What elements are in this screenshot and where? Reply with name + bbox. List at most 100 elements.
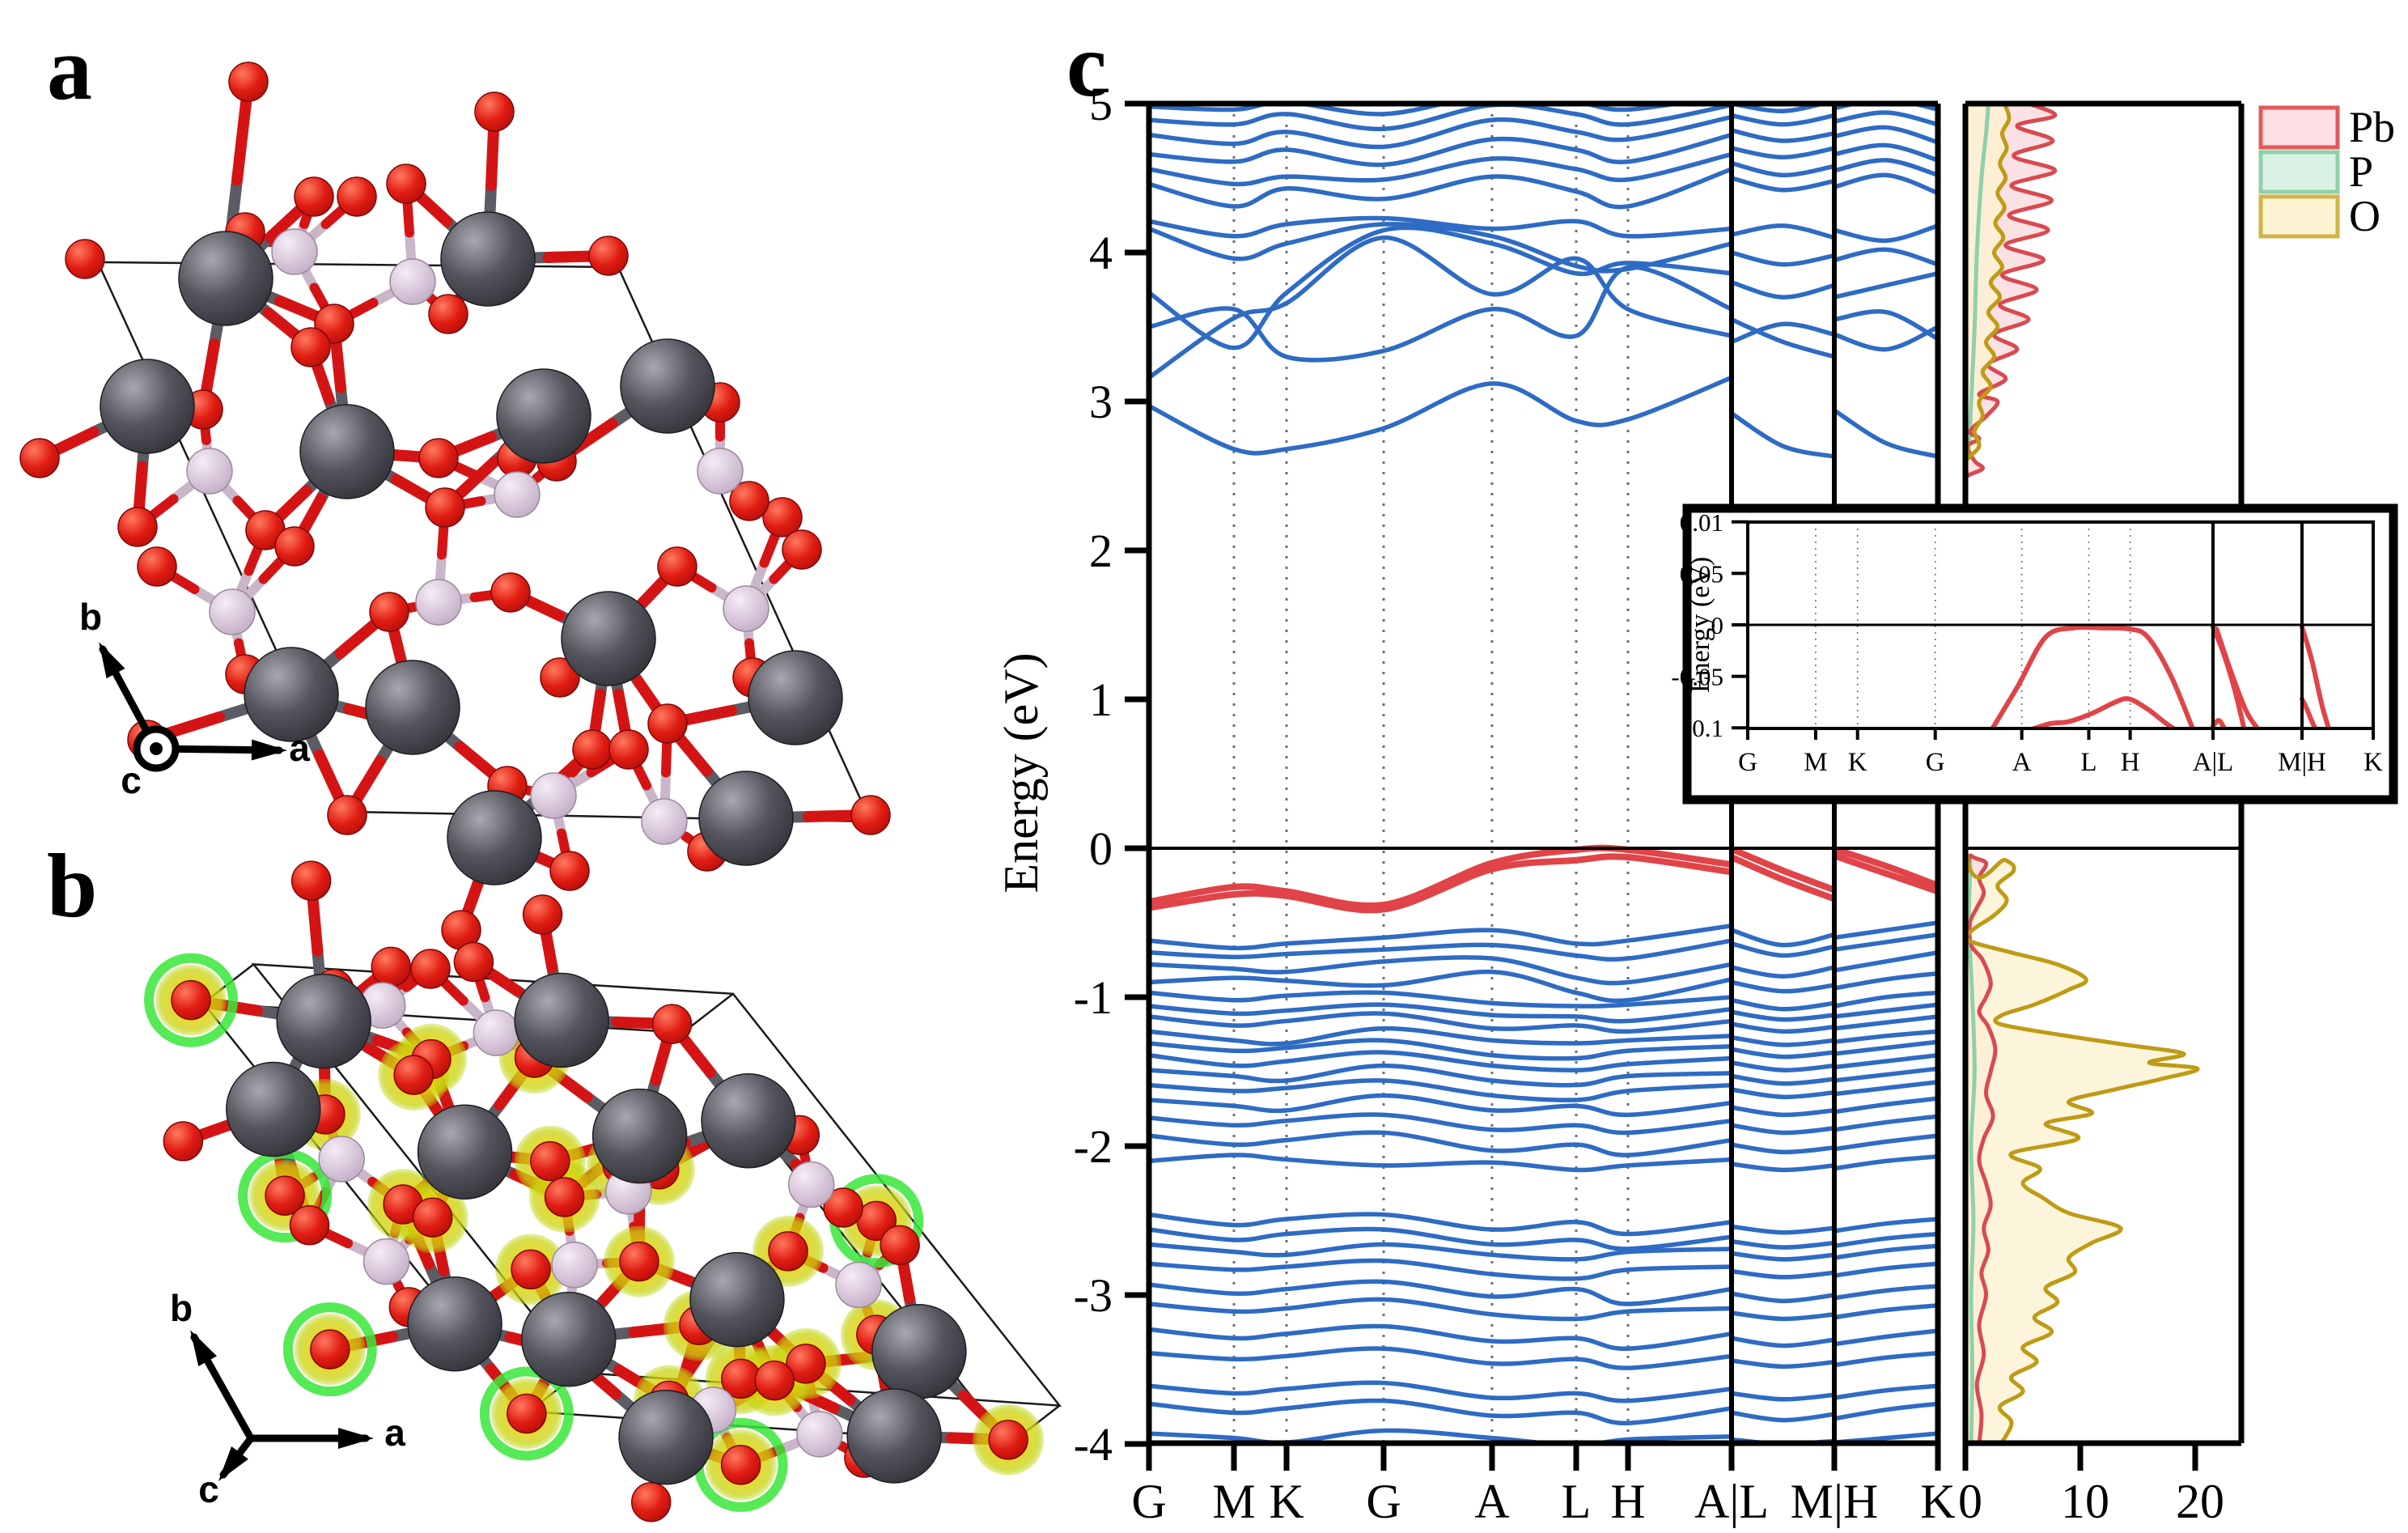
band-line — [1732, 1358, 1834, 1370]
oxygen-atom — [880, 1225, 920, 1266]
oxygen-atom — [474, 91, 515, 132]
oxygen-atom — [782, 529, 822, 570]
oxygen-atom — [453, 941, 494, 983]
oxygen-atom — [228, 62, 269, 102]
dostick-label: 0 — [1958, 1475, 1982, 1528]
oxygen-atom — [428, 294, 468, 334]
band-line — [1149, 1428, 1732, 1443]
band-line — [1834, 158, 1938, 178]
oxygen-atom — [608, 729, 649, 770]
band-line — [1149, 215, 1732, 239]
dos-curve-O — [1965, 104, 2200, 1443]
band-line — [1732, 176, 1834, 193]
band-line — [1149, 1258, 1732, 1281]
band-line — [1834, 990, 1938, 1009]
band-line — [1732, 128, 1834, 143]
oxygen-atom — [369, 592, 409, 632]
phosphorus-atom — [787, 1161, 835, 1208]
band-line — [1149, 222, 1732, 274]
ytick-label: 1 — [1089, 673, 1113, 726]
band-line — [1732, 1105, 1834, 1118]
band-line — [1732, 928, 1834, 948]
band-line — [1834, 223, 1938, 244]
band-line — [1732, 317, 1834, 359]
ytick-label: -1 — [1074, 971, 1113, 1024]
inset-energy-axis-label: Energy (eV) — [1685, 557, 1715, 693]
isosurface-green-ring — [282, 1302, 377, 1397]
oxygen-atom — [572, 729, 613, 770]
panel-a-structure: cb a — [19, 62, 891, 950]
band-line — [1732, 979, 1834, 994]
panel-label-b: b — [47, 836, 97, 936]
lead-atom — [748, 650, 843, 745]
axis-label-a: a — [289, 727, 310, 769]
ytick-label: -4 — [1074, 1418, 1113, 1471]
band-line — [1149, 167, 1732, 210]
ktick-label: K — [1269, 1475, 1304, 1528]
band-line — [1732, 1391, 1834, 1402]
band-line — [1732, 321, 1834, 345]
inset-ytick-label: 0 — [1711, 611, 1724, 639]
lead-atom — [178, 231, 273, 326]
band-line — [1834, 1096, 1938, 1115]
ytick-label: -3 — [1074, 1269, 1113, 1322]
lead-atom — [496, 368, 591, 464]
band-line — [1149, 225, 1732, 350]
band-line — [1149, 1063, 1732, 1088]
lead-atom — [561, 591, 656, 686]
ktick-label: A — [1474, 1475, 1509, 1528]
axis-label-b: b — [170, 1287, 193, 1329]
band-line — [1149, 923, 1732, 951]
band-line — [1149, 853, 1732, 914]
oxygen-atom — [290, 860, 332, 901]
band-line — [1149, 375, 1732, 456]
band-line — [1149, 1002, 1732, 1024]
lead-atom — [701, 1072, 796, 1169]
ytick-label: 0 — [1089, 822, 1113, 875]
phosphorus-atom — [318, 1136, 365, 1183]
oxygen-atom — [410, 949, 451, 989]
phosphorus-atom — [723, 585, 769, 632]
oxygen-atom — [327, 795, 367, 835]
legend-swatch-O — [2258, 194, 2340, 239]
lead-atom — [689, 1251, 785, 1348]
oxygen-atom — [988, 1420, 1028, 1460]
band-line — [1149, 1011, 1732, 1034]
axis-label-c: c — [198, 1468, 219, 1510]
band-line — [1834, 1351, 1938, 1368]
oxygen-atom — [412, 1197, 453, 1238]
band-line — [1732, 1087, 1834, 1100]
band-line — [1732, 1224, 1834, 1235]
c-axis-dot-icon — [150, 742, 163, 755]
ktick-label: M — [1212, 1475, 1255, 1528]
band-line — [1834, 1002, 1938, 1019]
axis-arrowhead-icon — [251, 739, 287, 761]
legend-label-O: O — [2349, 192, 2380, 240]
band-line — [1732, 1034, 1834, 1047]
band-line — [1732, 1123, 1834, 1136]
oxygen-atom — [310, 1329, 350, 1370]
band-line — [1149, 1050, 1732, 1072]
lead-atom — [365, 660, 460, 755]
inset-ktick-label: G — [1738, 748, 1757, 777]
oxygen-atom — [490, 572, 531, 613]
oxygen-atom — [425, 487, 465, 528]
band-line — [1732, 1142, 1834, 1155]
inset-ktick-label: L — [2080, 748, 2096, 777]
band-line — [1834, 852, 1938, 895]
lead-atom — [698, 771, 794, 866]
band-line — [1149, 1078, 1732, 1102]
band-line — [1834, 1383, 1938, 1400]
band-line — [1834, 1039, 1938, 1056]
band-line — [1834, 950, 1938, 973]
oxygen-atom — [729, 481, 769, 521]
axis-label-c: c — [121, 759, 142, 801]
oxygen-atom — [647, 703, 688, 744]
inset-band-line — [2300, 696, 2318, 728]
oxygen-atom — [850, 795, 891, 835]
band-line — [1732, 1251, 1834, 1262]
ktick-label: G — [1366, 1475, 1401, 1528]
oxygen-atom — [754, 1360, 795, 1401]
band-line — [1149, 969, 1732, 1004]
